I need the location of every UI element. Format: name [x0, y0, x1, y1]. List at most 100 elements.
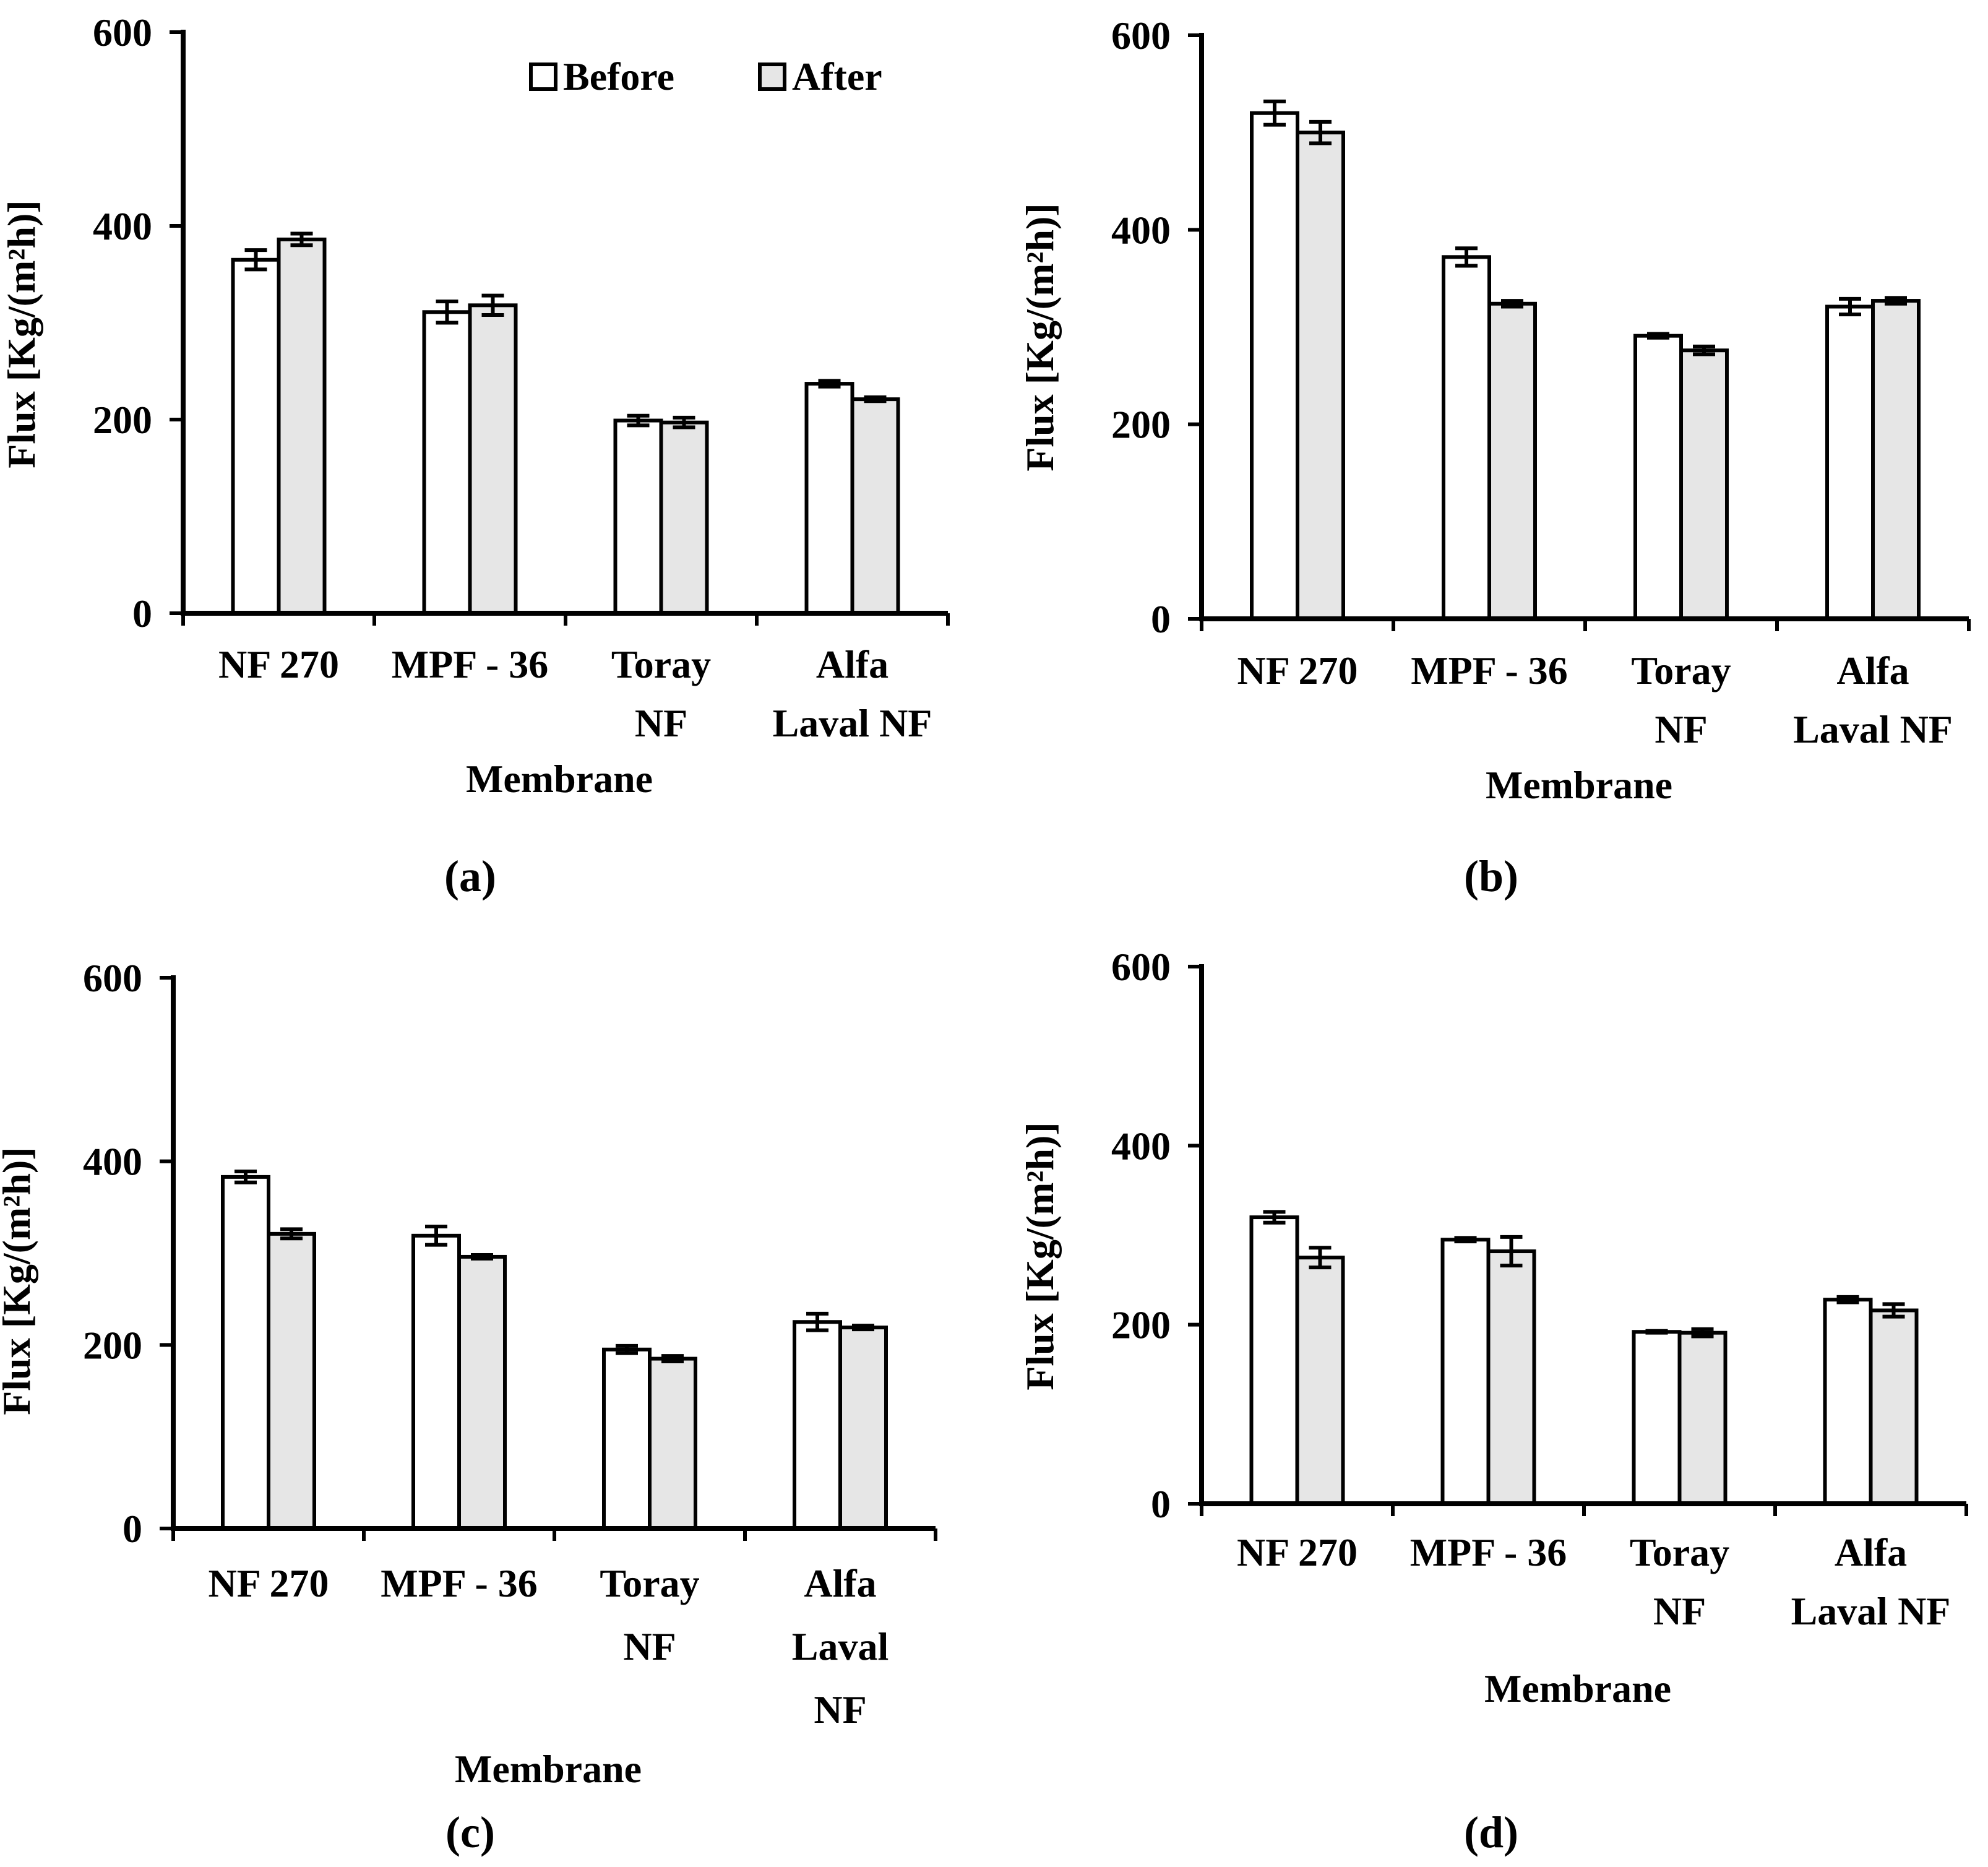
error-bar-before-2	[1454, 1236, 1477, 1244]
y-tick-label-0: 0	[1151, 1482, 1171, 1526]
error-bar-before-3	[1645, 1329, 1668, 1335]
error-bar-after-3	[673, 415, 695, 429]
error-bar-after-3	[1691, 1327, 1714, 1339]
legend-after: After	[758, 54, 882, 98]
bar-before-2	[1442, 255, 1491, 621]
error-bar-after-1	[1309, 119, 1332, 145]
chart-panel-b: NF 270 MPF - 36 Toray NF Alfa Laval NF 0 200 400…	[1018, 14, 1971, 901]
error-bar-before-1	[244, 248, 267, 272]
error-bar-after-4	[1882, 1302, 1905, 1319]
chart-panel-c: NF 270 MPF - 36 Toray NF Alfa Laval NF 0 200 400 6…	[0, 956, 937, 1857]
x-tick-label-1: NF 270	[209, 1561, 329, 1605]
error-bar-before-2	[436, 300, 458, 325]
error-bar-after-3	[661, 1354, 684, 1364]
error-bar-before-3	[1647, 332, 1669, 340]
error-bar-after-1	[290, 231, 313, 248]
error-bar-before-1	[235, 1169, 257, 1184]
bar-before-4	[1823, 1298, 1873, 1506]
bar-after-1	[1296, 131, 1345, 621]
bar-before-1	[231, 257, 281, 615]
x-tick-label-3: Toray NF	[611, 642, 711, 745]
error-bar-after-3	[1693, 344, 1715, 356]
y-tick-label-200: 200	[1111, 403, 1171, 447]
x-axis-label: Membrane	[1484, 1667, 1671, 1710]
chart-panel-a: NF 270 MPF - 36 Toray NF Alfa Laval NF 0 200 400…	[0, 11, 950, 901]
y-tick-label-400: 400	[83, 1140, 142, 1184]
error-bar-after-1	[280, 1227, 303, 1241]
bar-after-2	[468, 303, 518, 615]
error-bar-after-4	[864, 395, 887, 403]
x-tick-label-1: NF 270	[1237, 1530, 1358, 1574]
error-bar-after-2	[1501, 299, 1523, 309]
bar-before-4	[793, 1320, 842, 1530]
error-bar-before-1	[1263, 99, 1286, 127]
bar-before-2	[411, 1233, 461, 1530]
bar-after-1	[1295, 1256, 1345, 1506]
bar-before-3	[1632, 1330, 1682, 1506]
bar-after-4	[1869, 1308, 1919, 1506]
bar-before-3	[602, 1347, 652, 1530]
error-bar-before-2	[1455, 246, 1478, 268]
y-tick-label-600: 600	[83, 956, 142, 1000]
error-bar-before-3	[616, 1343, 638, 1355]
x-tick-label-4: Alfa Laval NF	[1793, 649, 1953, 751]
legend-before: Before	[529, 54, 674, 98]
error-bar-after-2	[471, 1253, 493, 1261]
bar-before-3	[613, 418, 663, 615]
error-bar-before-1	[1263, 1210, 1286, 1225]
bar-after-3	[648, 1356, 697, 1530]
legend-before-swatch	[529, 63, 557, 91]
x-tick-label-2: MPF - 36	[1410, 1530, 1567, 1574]
y-tick-label-400: 400	[1111, 208, 1171, 252]
bar-before-1	[1250, 111, 1299, 621]
x-tick-label-3: Toray NF	[1631, 649, 1731, 751]
legend-before-label: Before	[563, 54, 674, 98]
y-tick-label-400: 400	[93, 204, 152, 248]
x-axis-label: Membrane	[466, 757, 653, 801]
bar-before-2	[422, 310, 472, 615]
bar-after-2	[457, 1254, 507, 1531]
x-tick-label-1: NF 270	[1237, 649, 1358, 692]
error-bar-after-1	[1309, 1246, 1332, 1270]
y-tick-label-600: 600	[93, 11, 152, 54]
error-bar-before-2	[425, 1224, 447, 1247]
chart-panel-d: NF 270 MPF - 36 Toray NF Alfa Laval NF 0 200 400…	[1018, 945, 1968, 1857]
bar-after-4	[1871, 299, 1921, 621]
error-bar-before-4	[1839, 296, 1861, 317]
y-tick-label-0: 0	[123, 1507, 142, 1551]
bar-after-2	[1486, 1249, 1536, 1506]
y-axis-label: Flux [Kg/(m²h)]	[1018, 203, 1062, 471]
bar-before-4	[1825, 304, 1875, 621]
error-bar-before-4	[1836, 1295, 1859, 1304]
bar-before-3	[1633, 334, 1683, 621]
bar-after-3	[1677, 1330, 1728, 1506]
panel-caption: (b)	[1464, 852, 1518, 901]
bar-after-1	[277, 237, 327, 616]
bar-before-4	[804, 382, 854, 615]
panel-caption: (d)	[1464, 1808, 1518, 1857]
error-bar-after-4	[852, 1324, 874, 1332]
bar-before-2	[1440, 1238, 1491, 1506]
error-bar-before-3	[627, 413, 650, 428]
bar-after-4	[850, 397, 900, 615]
x-tick-label-4: Alfa Laval NF	[773, 642, 932, 745]
y-tick-label-200: 200	[93, 398, 152, 442]
error-bar-after-2	[481, 293, 504, 317]
bar-after-4	[838, 1326, 888, 1530]
error-bar-after-4	[1885, 296, 1907, 306]
error-bar-before-4	[806, 1311, 828, 1332]
legend-after-label: After	[792, 54, 882, 98]
y-tick-label-200: 200	[83, 1323, 142, 1367]
y-axis-label: Flux [Kg/(m²h)]	[0, 1147, 38, 1415]
x-tick-label-2: MPF - 36	[1411, 649, 1568, 692]
legend-after-swatch	[758, 63, 786, 91]
y-axis-label: Flux [Kg/(m²h)]	[0, 200, 43, 468]
y-tick-label-400: 400	[1111, 1124, 1171, 1168]
y-tick-label-600: 600	[1111, 14, 1171, 58]
bar-before-1	[221, 1175, 270, 1530]
panel-caption: (c)	[445, 1808, 495, 1857]
legend: Before After	[529, 54, 882, 98]
error-bar-after-2	[1500, 1235, 1523, 1268]
y-tick-label-200: 200	[1111, 1303, 1171, 1347]
